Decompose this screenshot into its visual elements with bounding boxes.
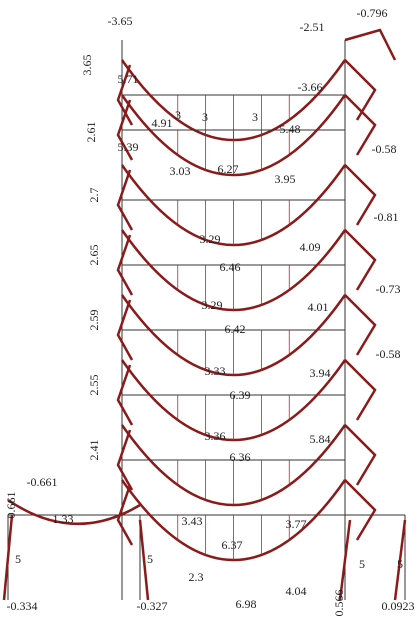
- column-moment: [116, 234, 134, 296]
- moment-label: 6.36: [230, 450, 251, 464]
- moment-label: 6.39: [230, 388, 251, 402]
- moment-label: 0.661: [4, 492, 18, 519]
- moment-label: -2.51: [300, 20, 325, 34]
- column-moment: [116, 64, 134, 126]
- moment-curve: [7, 498, 141, 526]
- moment-label: 5.84: [310, 432, 331, 446]
- moment-label: 0.0923: [382, 599, 415, 613]
- column-moment: [344, 28, 397, 61]
- storey-label: 2.59: [87, 310, 101, 331]
- column-moment: [2, 514, 14, 601]
- moment-label: 5: [15, 552, 21, 566]
- column-moment: [116, 484, 134, 546]
- moment-label: 3.77: [286, 517, 307, 531]
- moment-label: 3: [252, 110, 258, 124]
- moment-label: 4.09: [300, 240, 321, 254]
- column-moment: [393, 519, 407, 601]
- moment-label: 5: [359, 557, 365, 571]
- moment-label: 3.94: [310, 366, 331, 380]
- moment-label: 5.39: [118, 140, 139, 154]
- moment-label: 3.33: [205, 364, 226, 378]
- storey-label: 2.41: [87, 440, 101, 461]
- moment-label: -3.65: [108, 14, 133, 28]
- moment-label: 3.95: [275, 172, 296, 186]
- column-moment: [344, 94, 377, 156]
- moment-label: 5: [397, 557, 403, 571]
- column-moment: [116, 364, 134, 426]
- moment-label: 2.3: [189, 570, 204, 584]
- moment-label: 6.37: [222, 538, 243, 552]
- column-moment: [338, 519, 352, 601]
- moment-label: 3: [202, 110, 208, 124]
- column-moment: [344, 59, 377, 121]
- column-moment: [344, 294, 377, 356]
- moment-label: -0.81: [374, 210, 399, 224]
- moment-label: 5.48: [280, 122, 301, 136]
- moment-label: 1.33: [53, 512, 74, 526]
- moment-label: -0.334: [7, 599, 38, 613]
- column-moment: [344, 424, 377, 486]
- frame: [2, 28, 407, 601]
- storey-label: 2.55: [87, 375, 101, 396]
- moment-label: -0.58: [376, 347, 401, 361]
- moment-label: 5.71: [118, 72, 139, 86]
- moment-label: 0.566: [332, 590, 346, 617]
- moment-label: 6.98: [236, 597, 257, 611]
- column-moment: [344, 359, 377, 421]
- column-moment: [116, 99, 134, 161]
- moment-label: 3: [175, 108, 181, 122]
- moment-label: 6.46: [220, 260, 241, 274]
- column-moment: [116, 429, 134, 491]
- moment-label: 3.36: [205, 429, 226, 443]
- column-moment: [116, 299, 134, 361]
- moment-label: -0.327: [137, 599, 168, 613]
- column-moment: [344, 229, 377, 291]
- storey-label: 2.7: [87, 188, 101, 203]
- storey-label: 3.65: [80, 55, 94, 76]
- column-moment: [344, 164, 377, 226]
- moment-label: 5: [147, 552, 153, 566]
- moment-label: 3.43: [182, 514, 203, 528]
- moment-label: 4.01: [308, 300, 329, 314]
- moment-label: -0.661: [27, 475, 58, 489]
- moment-label: 6.27: [218, 162, 239, 176]
- column-moment: [138, 519, 150, 601]
- storey-label: 2.61: [84, 122, 98, 143]
- storey-label: 2.65: [87, 245, 101, 266]
- moment-label: -0.73: [376, 282, 401, 296]
- moment-label: 3.03: [170, 164, 191, 178]
- column-moment: [344, 479, 377, 541]
- column-moment: [116, 169, 134, 231]
- moment-label: 4.04: [286, 584, 307, 598]
- moment-label: 3.29: [202, 298, 223, 312]
- moment-label: 4.91: [152, 116, 173, 130]
- moment-label: 3.29: [200, 232, 221, 246]
- labels: -3.65 -2.51 -0.796 3.65 5.71 3 3 3 4.91 …: [4, 6, 415, 617]
- moment-label: 6.42: [225, 322, 246, 336]
- moment-label: -3.66: [298, 80, 323, 94]
- moment-label: -0.58: [372, 142, 397, 156]
- moment-label: -0.796: [357, 6, 388, 20]
